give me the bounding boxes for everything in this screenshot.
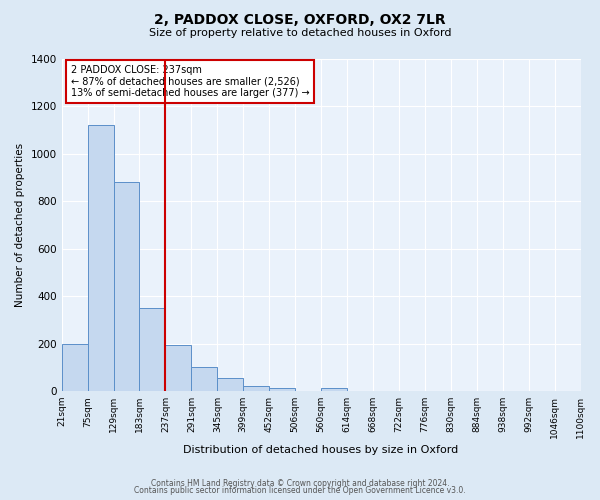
Bar bbox=[217, 378, 243, 391]
Text: Contains HM Land Registry data © Crown copyright and database right 2024.: Contains HM Land Registry data © Crown c… bbox=[151, 478, 449, 488]
Bar bbox=[243, 386, 269, 391]
Bar bbox=[62, 344, 88, 391]
Text: 2 PADDOX CLOSE: 237sqm
← 87% of detached houses are smaller (2,526)
13% of semi-: 2 PADDOX CLOSE: 237sqm ← 87% of detached… bbox=[71, 65, 310, 98]
Text: 2, PADDOX CLOSE, OXFORD, OX2 7LR: 2, PADDOX CLOSE, OXFORD, OX2 7LR bbox=[154, 12, 446, 26]
Bar bbox=[321, 388, 347, 391]
Text: Contains public sector information licensed under the Open Government Licence v3: Contains public sector information licen… bbox=[134, 486, 466, 495]
Bar bbox=[139, 308, 166, 391]
Text: Size of property relative to detached houses in Oxford: Size of property relative to detached ho… bbox=[149, 28, 451, 38]
Y-axis label: Number of detached properties: Number of detached properties bbox=[15, 143, 25, 307]
Bar bbox=[191, 368, 217, 391]
Bar bbox=[113, 182, 139, 391]
Bar bbox=[88, 126, 113, 391]
Bar bbox=[166, 345, 191, 391]
X-axis label: Distribution of detached houses by size in Oxford: Distribution of detached houses by size … bbox=[184, 445, 459, 455]
Bar bbox=[269, 388, 295, 391]
